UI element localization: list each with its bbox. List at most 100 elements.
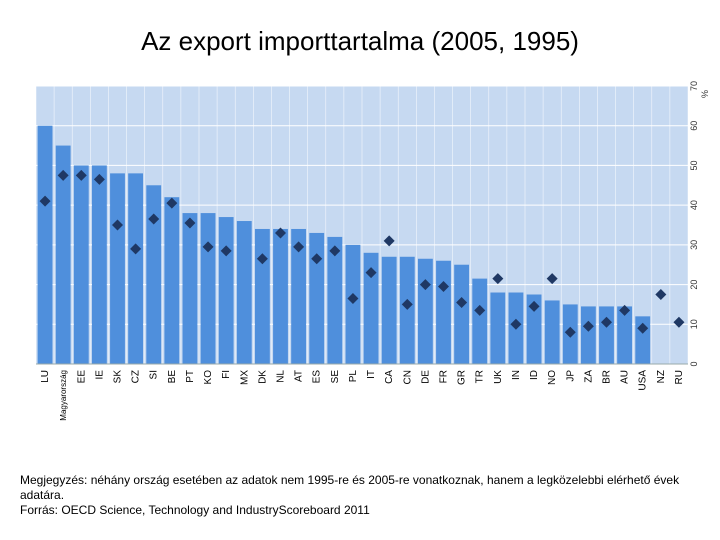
x-tick-label: DE — [420, 370, 431, 384]
x-tick-label: Magyarország — [59, 370, 68, 421]
x-tick-label: CN — [402, 370, 413, 384]
y-tick-label: 20 — [689, 280, 699, 290]
marker-1995 — [293, 241, 305, 253]
bar-2005 — [454, 264, 470, 364]
x-tick-label: RU — [674, 370, 685, 384]
y-tick-label: 70 — [689, 81, 699, 91]
bar-2005 — [128, 173, 144, 364]
bar-2005 — [327, 236, 343, 364]
chart-title: Az export importtartalma (2005, 1995) — [141, 26, 579, 56]
marker-1995 — [510, 318, 522, 330]
marker-1995 — [419, 279, 431, 291]
x-tick-label: FR — [439, 370, 450, 383]
bar-2005 — [363, 252, 379, 364]
marker-1995 — [329, 245, 341, 257]
bar-2005 — [254, 228, 270, 364]
bar-2005 — [417, 258, 433, 364]
x-tick-label: SK — [113, 370, 124, 384]
x-tick-label: CZ — [131, 370, 142, 383]
marker-1995 — [75, 169, 87, 181]
marker-1995 — [401, 298, 413, 310]
bar-2005 — [490, 292, 506, 364]
y-tick-label: 60 — [689, 121, 699, 131]
bar-2005 — [91, 165, 107, 364]
marker-1995 — [347, 292, 359, 304]
x-tick-label: LU — [40, 370, 51, 383]
x-tick-label: KO — [203, 370, 214, 385]
y-axis-unit: % — [700, 90, 710, 98]
marker-1995 — [166, 197, 178, 209]
x-tick-label: ID — [529, 370, 540, 380]
x-tick-label: CA — [384, 370, 395, 384]
bar-2005 — [544, 300, 560, 364]
marker-1995 — [256, 253, 268, 265]
marker-1995 — [275, 227, 286, 239]
x-tick-label: BR — [602, 370, 613, 384]
marker-1995 — [184, 217, 196, 229]
x-tick-label: PL — [348, 370, 359, 383]
x-tick-label: BE — [167, 370, 178, 384]
x-tick-label: GR — [457, 370, 468, 385]
marker-1995 — [492, 273, 504, 285]
marker-1995 — [655, 289, 667, 300]
marker-1995 — [474, 304, 486, 316]
bar-2005 — [472, 278, 488, 364]
x-tick-label: AT — [294, 370, 305, 382]
x-tick-label: PT — [185, 370, 196, 383]
marker-1995 — [619, 304, 631, 316]
marker-1995 — [383, 235, 395, 247]
marker-1995 — [112, 219, 123, 231]
bar-2005 — [110, 173, 125, 364]
bar-2005 — [381, 256, 397, 364]
x-tick-label: NL — [276, 370, 287, 383]
bar-2005 — [291, 228, 307, 364]
x-tick-label: EE — [76, 370, 87, 384]
bar-2005 — [73, 165, 89, 364]
x-tick-label: JP — [565, 370, 576, 382]
bar-2005 — [236, 221, 252, 364]
bar-2005 — [55, 145, 71, 364]
x-tick-label: SE — [330, 370, 341, 384]
bar-2005 — [182, 213, 198, 364]
marker-1995 — [456, 296, 468, 308]
x-tick-label: DK — [257, 370, 268, 384]
y-tick-label: 50 — [689, 160, 699, 170]
x-tick-label: IN — [511, 370, 522, 380]
y-tick-label: 10 — [689, 319, 699, 329]
marker-1995 — [582, 320, 594, 332]
x-tick-label: IT — [366, 370, 377, 379]
bar-2005 — [218, 217, 234, 364]
x-tick-label: ZA — [583, 370, 594, 383]
x-tick-label: SI — [149, 370, 160, 379]
bar-2005 — [436, 260, 451, 364]
marker-1995 — [564, 326, 576, 338]
marker-1995 — [365, 267, 377, 279]
bar-2005 — [526, 294, 542, 364]
marker-1995 — [220, 245, 232, 257]
marker-1995 — [57, 169, 69, 181]
bar-2005 — [580, 306, 596, 364]
y-tick-label: 30 — [689, 240, 699, 250]
x-tick-label: NO — [547, 370, 558, 385]
marker-1995 — [546, 273, 558, 285]
y-tick-label: 0 — [689, 361, 699, 366]
bar-2005 — [599, 306, 614, 364]
bar-2005 — [146, 185, 162, 364]
marker-1995 — [39, 195, 51, 207]
x-tick-label: NZ — [656, 370, 667, 383]
x-tick-label: AU — [620, 370, 631, 384]
x-tick-label: IE — [94, 370, 105, 380]
marker-1995 — [202, 241, 214, 253]
bar-2005 — [200, 213, 216, 364]
marker-1995 — [130, 243, 142, 255]
marker-1995 — [438, 281, 449, 293]
marker-1995 — [528, 300, 540, 312]
bar-2005 — [345, 244, 361, 364]
bar-2005 — [617, 306, 633, 364]
x-tick-label: ES — [312, 370, 323, 384]
y-tick-label: 40 — [689, 200, 699, 210]
marker-1995 — [93, 173, 105, 185]
x-tick-label: MX — [239, 370, 250, 385]
bar-2005 — [164, 197, 180, 364]
